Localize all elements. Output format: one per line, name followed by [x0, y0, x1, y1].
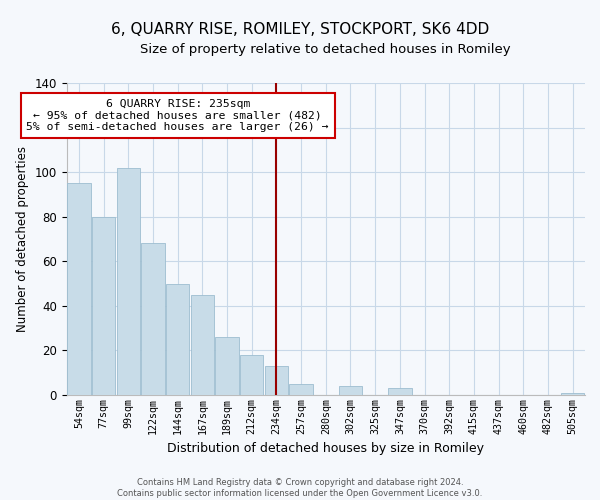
Text: Contains HM Land Registry data © Crown copyright and database right 2024.
Contai: Contains HM Land Registry data © Crown c…: [118, 478, 482, 498]
Bar: [166, 284, 190, 395]
Y-axis label: Number of detached properties: Number of detached properties: [16, 146, 29, 332]
Bar: [67, 184, 91, 395]
Bar: [191, 294, 214, 395]
Bar: [215, 337, 239, 395]
X-axis label: Distribution of detached houses by size in Romiley: Distribution of detached houses by size …: [167, 442, 484, 455]
Bar: [116, 168, 140, 395]
Bar: [561, 392, 584, 395]
Bar: [388, 388, 412, 395]
Bar: [289, 384, 313, 395]
Text: 6 QUARRY RISE: 235sqm
← 95% of detached houses are smaller (482)
5% of semi-deta: 6 QUARRY RISE: 235sqm ← 95% of detached …: [26, 98, 329, 132]
Bar: [339, 386, 362, 395]
Bar: [92, 216, 115, 395]
Bar: [141, 244, 165, 395]
Title: Size of property relative to detached houses in Romiley: Size of property relative to detached ho…: [140, 42, 511, 56]
Bar: [265, 366, 288, 395]
Text: 6, QUARRY RISE, ROMILEY, STOCKPORT, SK6 4DD: 6, QUARRY RISE, ROMILEY, STOCKPORT, SK6 …: [111, 22, 489, 38]
Bar: [240, 355, 263, 395]
